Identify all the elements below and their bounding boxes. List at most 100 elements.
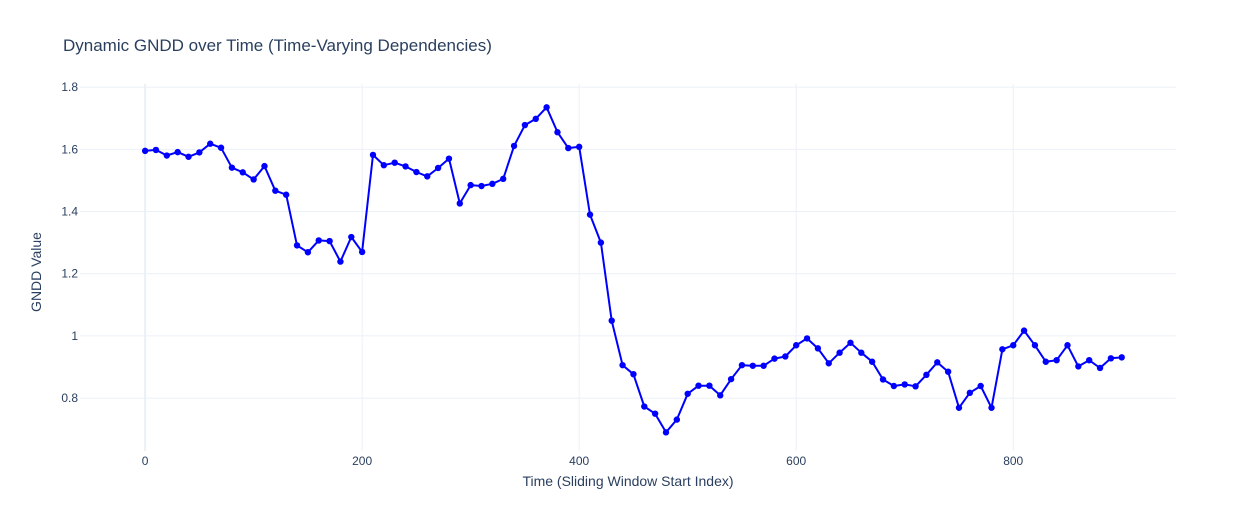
- data-point[interactable]: [912, 383, 919, 390]
- data-point[interactable]: [597, 239, 605, 246]
- data-point[interactable]: [749, 362, 756, 369]
- data-point[interactable]: [1020, 327, 1028, 334]
- data-point[interactable]: [445, 155, 453, 162]
- data-point[interactable]: [1053, 356, 1060, 364]
- data-point[interactable]: [868, 358, 876, 365]
- data-point[interactable]: [814, 345, 822, 352]
- data-point[interactable]: [988, 404, 995, 411]
- data-point[interactable]: [337, 258, 344, 265]
- x-tick-label: 200: [352, 454, 372, 468]
- data-point[interactable]: [792, 342, 800, 349]
- data-point[interactable]: [695, 382, 702, 389]
- data-point[interactable]: [1118, 354, 1125, 361]
- data-point[interactable]: [250, 176, 257, 183]
- data-point[interactable]: [554, 129, 561, 136]
- data-point[interactable]: [651, 410, 659, 417]
- data-point[interactable]: [575, 143, 583, 151]
- data-point[interactable]: [369, 151, 377, 159]
- data-point[interactable]: [217, 144, 225, 151]
- data-point[interactable]: [999, 346, 1006, 353]
- data-point[interactable]: [890, 382, 898, 390]
- data-point[interactable]: [738, 361, 746, 369]
- data-point[interactable]: [272, 187, 279, 194]
- data-point[interactable]: [500, 175, 507, 183]
- data-point[interactable]: [434, 164, 442, 172]
- data-point[interactable]: [1042, 358, 1049, 365]
- data-point[interactable]: [977, 382, 984, 390]
- data-point[interactable]: [706, 382, 713, 389]
- data-point[interactable]: [467, 181, 474, 189]
- data-point[interactable]: [684, 390, 691, 397]
- data-point[interactable]: [825, 360, 832, 367]
- data-point[interactable]: [478, 182, 485, 190]
- data-point[interactable]: [413, 168, 420, 176]
- data-point[interactable]: [901, 381, 908, 388]
- data-point[interactable]: [239, 169, 246, 176]
- data-point[interactable]: [521, 121, 529, 129]
- data-point[interactable]: [934, 359, 941, 366]
- data-point[interactable]: [1064, 342, 1071, 349]
- data-point[interactable]: [282, 191, 290, 198]
- data-point[interactable]: [847, 339, 854, 346]
- data-point[interactable]: [424, 173, 431, 180]
- data-point[interactable]: [641, 403, 648, 410]
- data-point[interactable]: [760, 362, 767, 369]
- data-point[interactable]: [1107, 355, 1115, 362]
- data-point[interactable]: [727, 375, 735, 383]
- data-point[interactable]: [836, 349, 843, 356]
- data-point[interactable]: [1096, 364, 1104, 372]
- data-point[interactable]: [304, 249, 312, 256]
- data-point[interactable]: [619, 361, 626, 369]
- data-point[interactable]: [879, 376, 887, 383]
- data-point[interactable]: [1075, 363, 1082, 370]
- data-point[interactable]: [152, 146, 160, 154]
- gridlines: [80, 84, 1176, 451]
- data-point[interactable]: [163, 152, 171, 159]
- data-point[interactable]: [174, 148, 181, 156]
- data-point[interactable]: [771, 355, 778, 362]
- data-point[interactable]: [196, 149, 203, 156]
- data-point[interactable]: [293, 242, 301, 249]
- data-point[interactable]: [402, 163, 409, 170]
- data-point[interactable]: [315, 237, 322, 244]
- data-point[interactable]: [326, 237, 333, 245]
- data-point[interactable]: [532, 115, 539, 123]
- data-point[interactable]: [966, 389, 974, 397]
- data-point[interactable]: [348, 233, 355, 241]
- data-point[interactable]: [510, 142, 518, 150]
- data-point[interactable]: [261, 162, 268, 170]
- data-point[interactable]: [1031, 342, 1039, 349]
- data-point[interactable]: [228, 164, 236, 171]
- data-point[interactable]: [543, 104, 550, 111]
- data-point[interactable]: [456, 200, 464, 207]
- y-axis-ticks: 0.8 1 1.2 1.4 1.6 1.8: [61, 80, 78, 405]
- data-point[interactable]: [1010, 342, 1017, 349]
- data-point[interactable]: [380, 161, 388, 169]
- data-point[interactable]: [630, 370, 637, 378]
- y-tick-label: 1.4: [61, 205, 78, 219]
- data-point[interactable]: [662, 429, 670, 436]
- data-point[interactable]: [358, 248, 366, 256]
- data-point[interactable]: [803, 335, 811, 342]
- data-point[interactable]: [141, 147, 149, 155]
- data-point[interactable]: [944, 368, 952, 375]
- data-point[interactable]: [858, 349, 865, 356]
- data-point[interactable]: [489, 180, 496, 188]
- data-point[interactable]: [923, 371, 930, 379]
- data-point[interactable]: [782, 353, 789, 360]
- data-point[interactable]: [955, 404, 963, 411]
- data-point[interactable]: [391, 159, 398, 166]
- data-point[interactable]: [565, 144, 572, 152]
- data-point[interactable]: [207, 140, 214, 147]
- data-point[interactable]: [586, 211, 594, 218]
- series-line: [145, 106, 1122, 434]
- data-point[interactable]: [1085, 356, 1093, 364]
- data-point[interactable]: [608, 317, 615, 324]
- x-tick-label: 800: [1003, 454, 1023, 468]
- data-point[interactable]: [673, 416, 681, 423]
- x-tick-label: 400: [569, 454, 589, 468]
- chart-title: Dynamic GNDD over Time (Time-Varying Dep…: [63, 36, 492, 55]
- data-point[interactable]: [717, 392, 724, 399]
- data-point[interactable]: [185, 153, 192, 160]
